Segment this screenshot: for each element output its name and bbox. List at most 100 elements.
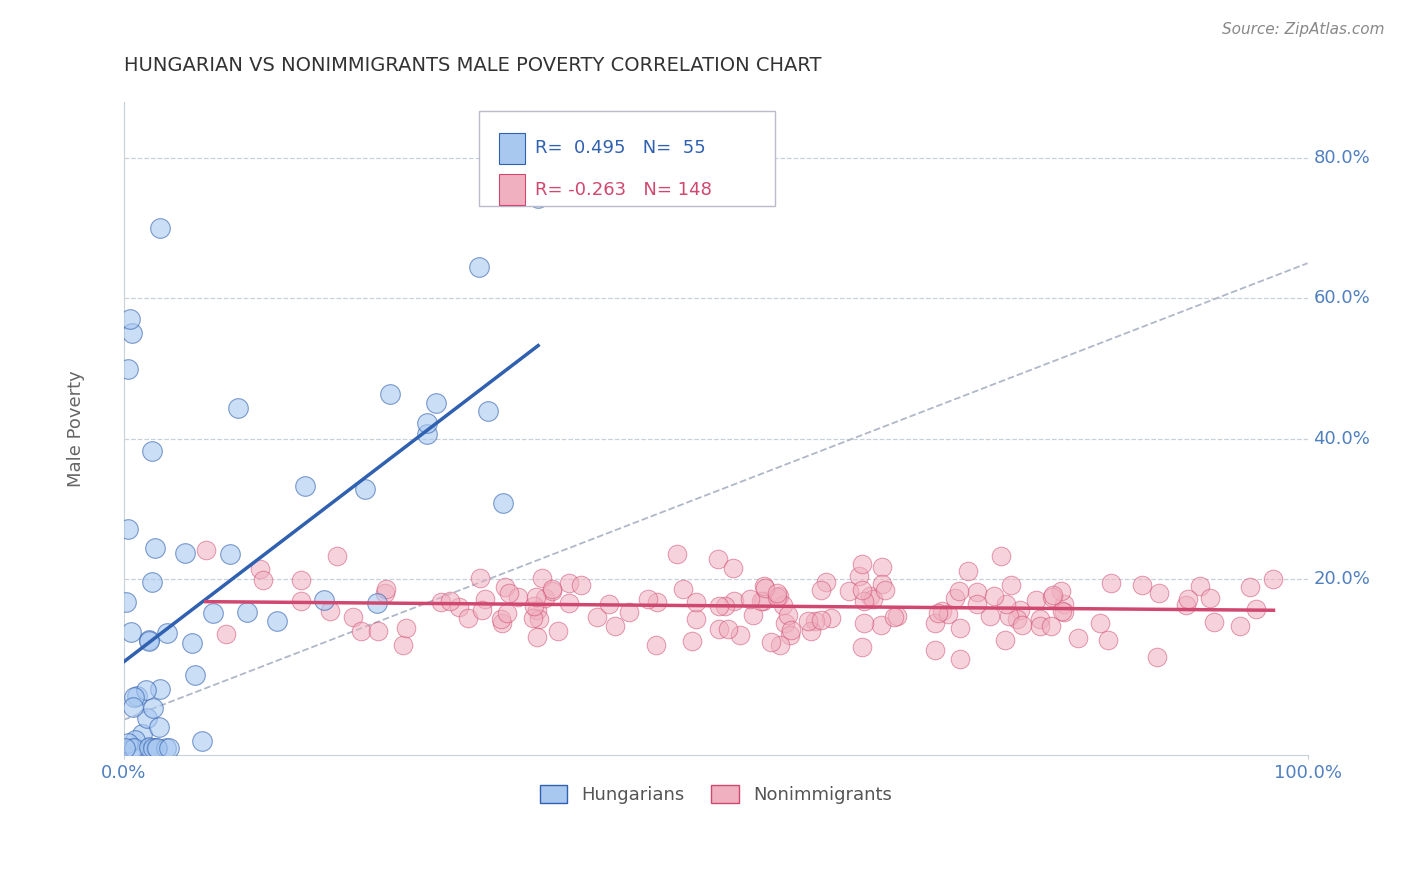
- Nonimmigrants: [1053, 598, 1076, 612]
- Nonimmigrants: [706, 552, 728, 566]
- Nonimmigrants: [924, 643, 946, 657]
- Hungarians: [380, 387, 402, 401]
- Nonimmigrants: [645, 638, 668, 652]
- Nonimmigrants: [541, 584, 564, 599]
- Nonimmigrants: [1029, 612, 1052, 626]
- Hungarians: [202, 607, 225, 621]
- Nonimmigrants: [776, 607, 799, 622]
- Nonimmigrants: [457, 611, 479, 625]
- Nonimmigrants: [1198, 591, 1220, 606]
- Nonimmigrants: [723, 594, 745, 608]
- Hungarians: [149, 682, 172, 697]
- Nonimmigrants: [1229, 619, 1251, 633]
- Nonimmigrants: [730, 628, 752, 642]
- Nonimmigrants: [851, 583, 873, 598]
- Hungarians: [468, 260, 491, 275]
- Nonimmigrants: [943, 591, 966, 606]
- Nonimmigrants: [429, 595, 451, 609]
- Nonimmigrants: [979, 609, 1001, 624]
- Hungarians: [183, 668, 205, 682]
- Nonimmigrants: [350, 624, 373, 638]
- Text: 60.0%: 60.0%: [1313, 289, 1371, 308]
- Text: Source: ZipAtlas.com: Source: ZipAtlas.com: [1222, 22, 1385, 37]
- Nonimmigrants: [870, 617, 893, 632]
- Nonimmigrants: [471, 603, 494, 617]
- Nonimmigrants: [990, 549, 1012, 564]
- Nonimmigrants: [851, 640, 873, 655]
- Hungarians: [266, 614, 288, 628]
- Hungarians: [143, 541, 166, 556]
- Hungarians: [174, 546, 197, 560]
- Hungarians: [141, 575, 163, 590]
- Nonimmigrants: [530, 571, 553, 585]
- Nonimmigrants: [474, 592, 496, 607]
- Nonimmigrants: [709, 622, 731, 636]
- Nonimmigrants: [1005, 612, 1028, 626]
- Nonimmigrants: [619, 605, 641, 619]
- Nonimmigrants: [1204, 615, 1226, 629]
- Hungarians: [138, 634, 160, 648]
- Hungarians: [145, 740, 167, 755]
- Nonimmigrants: [754, 581, 776, 595]
- Nonimmigrants: [707, 599, 730, 614]
- Nonimmigrants: [1130, 577, 1153, 591]
- Nonimmigrants: [810, 613, 832, 627]
- Nonimmigrants: [1189, 579, 1212, 593]
- Nonimmigrants: [1011, 618, 1033, 632]
- Nonimmigrants: [252, 574, 274, 588]
- Text: HUNGARIAN VS NONIMMIGRANTS MALE POVERTY CORRELATION CHART: HUNGARIAN VS NONIMMIGRANTS MALE POVERTY …: [124, 56, 821, 76]
- FancyBboxPatch shape: [479, 112, 775, 206]
- Nonimmigrants: [491, 615, 513, 630]
- Hungarians: [141, 700, 163, 714]
- Nonimmigrants: [249, 562, 271, 576]
- Hungarians: [124, 732, 146, 747]
- Nonimmigrants: [374, 582, 396, 596]
- Nonimmigrants: [498, 586, 520, 600]
- Nonimmigrants: [966, 597, 988, 611]
- Nonimmigrants: [741, 607, 763, 622]
- Nonimmigrants: [489, 611, 512, 625]
- Hungarians: [181, 636, 204, 650]
- Nonimmigrants: [1029, 619, 1052, 633]
- Hungarians: [236, 605, 259, 619]
- Nonimmigrants: [862, 591, 884, 606]
- Nonimmigrants: [994, 597, 1017, 611]
- Nonimmigrants: [1050, 583, 1073, 598]
- Nonimmigrants: [883, 609, 905, 624]
- Nonimmigrants: [810, 582, 832, 597]
- Nonimmigrants: [1239, 580, 1261, 594]
- Nonimmigrants: [598, 598, 620, 612]
- Hungarians: [122, 690, 145, 704]
- Nonimmigrants: [848, 569, 870, 583]
- Nonimmigrants: [1263, 573, 1285, 587]
- Text: 40.0%: 40.0%: [1313, 430, 1371, 448]
- Nonimmigrants: [318, 604, 340, 618]
- Nonimmigrants: [997, 608, 1019, 623]
- Hungarians: [131, 726, 153, 740]
- Hungarians: [138, 740, 160, 755]
- Nonimmigrants: [859, 589, 882, 603]
- Nonimmigrants: [326, 549, 349, 563]
- Hungarians: [294, 479, 316, 493]
- Nonimmigrants: [685, 595, 707, 609]
- Nonimmigrants: [994, 632, 1017, 647]
- Nonimmigrants: [392, 638, 415, 652]
- Nonimmigrants: [820, 611, 842, 625]
- Nonimmigrants: [665, 547, 688, 561]
- Nonimmigrants: [870, 560, 893, 574]
- Hungarians: [136, 711, 159, 725]
- Nonimmigrants: [1097, 633, 1119, 648]
- Nonimmigrants: [1177, 591, 1199, 606]
- Nonimmigrants: [637, 592, 659, 607]
- Hungarians: [114, 595, 136, 609]
- Nonimmigrants: [526, 603, 548, 617]
- Nonimmigrants: [1008, 603, 1031, 617]
- Nonimmigrants: [569, 578, 592, 592]
- Nonimmigrants: [374, 586, 396, 600]
- Nonimmigrants: [765, 590, 787, 604]
- Nonimmigrants: [645, 595, 668, 609]
- Nonimmigrants: [779, 628, 801, 642]
- Nonimmigrants: [367, 624, 389, 639]
- Nonimmigrants: [1175, 598, 1198, 612]
- Nonimmigrants: [541, 582, 564, 596]
